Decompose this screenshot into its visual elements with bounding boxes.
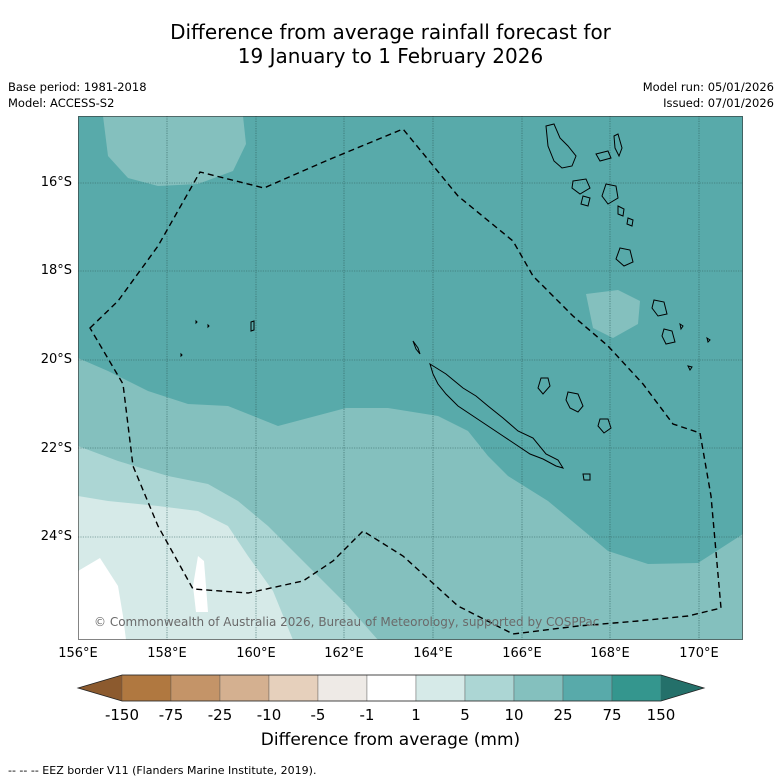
eez-border [89,128,722,635]
colorbar-swatch [121,674,172,702]
lon-label: 164°E [413,646,453,661]
coastline-small-islands [180,319,255,358]
graticule [78,116,743,640]
colorbar-swatch [464,674,515,702]
lat-label: 18°S [40,263,72,278]
colorbar-swatch [268,674,319,702]
colorbar [76,674,706,702]
colorbar-label: -25 [207,706,233,724]
model-run-label: Model run: 05/01/2026 [642,80,774,94]
lat-label: 24°S [40,529,72,544]
coastline-vanuatu [545,123,711,371]
colorbar-arrow-low [78,675,122,701]
band-10-25-east [586,290,640,338]
lat-label: 16°S [40,175,72,190]
colorbar-swatch [366,674,417,702]
colorbar-label: 5 [460,706,470,724]
lon-label: 170°E [679,646,719,661]
lon-label: 162°E [324,646,364,661]
colorbar-label: 75 [602,706,622,724]
colorbar-label: 25 [553,706,573,724]
base-period-label: Base period: 1981-2018 [8,80,147,94]
lat-label: 22°S [40,441,72,456]
coastline-new-caledonia [412,340,612,481]
colorbar-swatch [611,674,662,702]
lon-label: 166°E [502,646,542,661]
band-neutral-west [78,558,126,640]
lon-label: 156°E [58,646,98,661]
band-1-5 [78,496,293,640]
rainfall-map: © Commonwealth of Australia 2026, Bureau… [78,116,743,640]
colorbar-label: 150 [646,706,676,724]
lon-label: 160°E [236,646,276,661]
colorbar-swatch [562,674,613,702]
colorbar-title: Difference from average (mm) [260,730,521,750]
colorbar-label: -150 [104,706,140,724]
lon-label: 168°E [590,646,630,661]
map-title-line-2: 19 January to 1 February 2026 [237,44,544,68]
colorbar-swatch [219,674,270,702]
issued-label: Issued: 07/01/2026 [663,96,774,110]
colorbar-label: 10 [504,706,524,724]
colorbar-swatch [513,674,564,702]
band-10-25-northwest [103,116,246,186]
colorbar-swatch [317,674,368,702]
lon-label: 158°E [147,646,187,661]
lat-label: 20°S [40,352,72,367]
colorbar-label: -1 [359,706,375,724]
band-neutral-sliver [193,556,208,612]
colorbar-label: -10 [256,706,282,724]
eez-legend-note: -- -- -- EEZ border V11 (Flanders Marine… [8,764,317,777]
colorbar-swatch [170,674,221,702]
copyright-notice: © Commonwealth of Australia 2026, Bureau… [94,615,599,629]
model-label: Model: ACCESS-S2 [8,96,115,110]
map-title-line-1: Difference from average rainfall forecas… [170,20,611,44]
colorbar-outline [76,674,706,702]
colorbar-label: -75 [158,706,184,724]
colorbar-arrow-high [661,675,704,701]
colorbar-label: -5 [310,706,326,724]
map-frame [78,116,743,640]
colorbar-swatch [415,674,466,702]
colorbar-label: 1 [411,706,421,724]
